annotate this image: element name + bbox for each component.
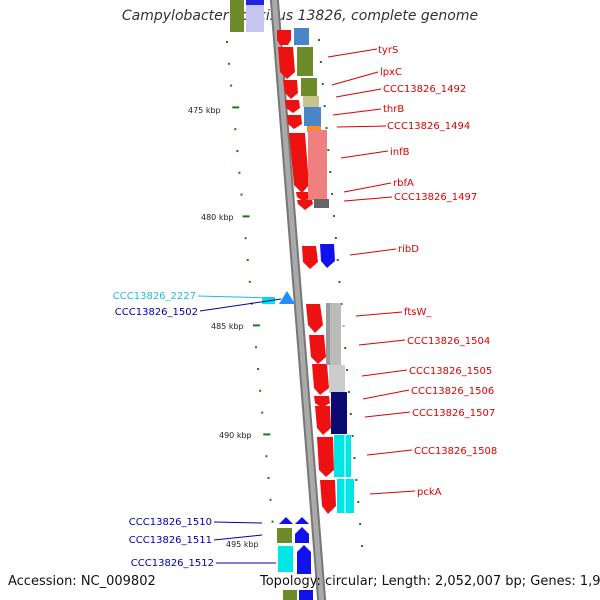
block-1506[interactable] xyxy=(331,392,347,434)
label-tyrS[interactable]: tyrS xyxy=(378,45,398,56)
map-title: Campylobacter concisus 13826, complete g… xyxy=(121,8,479,24)
label-1512[interactable]: CCC13826_1512 xyxy=(131,558,214,569)
gene-arrow-1511-blue[interactable] xyxy=(295,527,309,543)
block-1494-blue[interactable] xyxy=(304,107,321,126)
gene-arrow-ftsW[interactable] xyxy=(306,304,323,333)
label-rbfA[interactable]: rbfA xyxy=(393,178,414,189)
label-2227[interactable]: CCC13826_2227 xyxy=(113,291,196,302)
scale-ticks xyxy=(226,41,274,523)
topology-text: Topology: circular; Length: 2,052,007 bp… xyxy=(260,574,600,589)
gene-arrow-1504[interactable] xyxy=(309,335,326,364)
label-1508[interactable]: CCC13826_1508 xyxy=(414,446,497,457)
gene-arrow-1505[interactable] xyxy=(312,364,329,395)
gene-arrow-1494[interactable] xyxy=(287,115,302,129)
block-1494-orange[interactable] xyxy=(307,126,321,132)
label-lpxC[interactable]: lpxC xyxy=(380,67,402,78)
gene-block-bottom-olive[interactable] xyxy=(283,590,297,600)
block-1508[interactable] xyxy=(334,435,351,477)
scale-label-485: 485 kbp xyxy=(211,322,244,331)
function-blocks-lower xyxy=(326,303,354,513)
label-ftsW[interactable]: ftsW_ xyxy=(404,307,432,318)
gene-cluster-upper xyxy=(277,30,313,210)
gene-block-1511-olive[interactable] xyxy=(277,528,292,543)
label-thrB[interactable]: thrB xyxy=(383,104,404,115)
label-1502[interactable]: CCC13826_1502 xyxy=(115,307,198,318)
gene-cluster-lower xyxy=(306,304,336,514)
gene-arrow-1506[interactable] xyxy=(314,396,330,408)
label-1505[interactable]: CCC13826_1505 xyxy=(409,366,492,377)
gene-arrow-thrB[interactable] xyxy=(285,100,300,113)
genome-backbone xyxy=(269,0,327,600)
gene-arrow-1502[interactable] xyxy=(279,291,295,304)
label-infB[interactable]: infB xyxy=(390,147,410,158)
block-lpxC[interactable] xyxy=(297,47,313,76)
gene-block-bottom-blue[interactable] xyxy=(299,590,313,600)
gene-arrow-1512-blue[interactable] xyxy=(297,545,311,574)
gene-arrow-1492[interactable] xyxy=(283,80,298,99)
gene-arrow-1510-navy[interactable] xyxy=(279,517,293,524)
left-labels: CCC13826_2227 CCC13826_1502 CCC13826_151… xyxy=(113,291,214,569)
gene-arrow-ribD-red[interactable] xyxy=(302,246,318,269)
block-thrB[interactable] xyxy=(303,96,319,107)
gene-arrow-1507[interactable] xyxy=(315,406,331,435)
scale-label-495: 495 kbp xyxy=(226,540,259,549)
gene-arrow-1508[interactable] xyxy=(317,437,334,477)
block-infB[interactable] xyxy=(308,130,327,200)
function-blocks-upper xyxy=(294,28,329,208)
block-ftsW-dark[interactable] xyxy=(326,303,330,365)
label-1497[interactable]: CCC13826_1497 xyxy=(394,192,477,203)
gene-block-blue-top[interactable] xyxy=(246,0,264,5)
gene-block-olive-top[interactable] xyxy=(230,0,244,32)
gene-arrow-rbfA[interactable] xyxy=(296,192,311,202)
gene-arrow-ribD-blue[interactable] xyxy=(320,244,335,268)
gene-arrow-1510-blue[interactable] xyxy=(295,517,309,524)
label-1507[interactable]: CCC13826_1507 xyxy=(412,408,495,419)
block-tyrS[interactable] xyxy=(294,28,309,45)
gene-arrow-infB[interactable] xyxy=(289,133,309,193)
label-1504[interactable]: CCC13826_1504 xyxy=(407,336,490,347)
label-1494[interactable]: CCC13826_1494 xyxy=(387,121,470,132)
block-1497[interactable] xyxy=(314,199,329,208)
gene-block-1512-cyan[interactable] xyxy=(278,546,293,572)
gene-block-lavender-top[interactable] xyxy=(246,0,264,32)
scale-label-475: 475 kbp xyxy=(188,106,221,115)
accession-text: Accession: NC_009802 xyxy=(8,574,156,589)
label-1492[interactable]: CCC13826_1492 xyxy=(383,84,466,95)
label-1511[interactable]: CCC13826_1511 xyxy=(129,535,212,546)
right-labels: tyrS lpxC CCC13826_1492 thrB CCC13826_14… xyxy=(378,45,497,498)
gene-arrow-tyrS[interactable] xyxy=(277,30,291,45)
right-leader-lines xyxy=(327,48,416,495)
label-1510[interactable]: CCC13826_1510 xyxy=(129,517,212,528)
block-1505[interactable] xyxy=(329,365,345,393)
scale-label-480: 480 kbp xyxy=(201,213,234,222)
gene-arrow-lpxC[interactable] xyxy=(278,47,295,79)
label-1506[interactable]: CCC13826_1506 xyxy=(411,386,494,397)
label-pckA[interactable]: pckA xyxy=(417,487,442,498)
label-ribD[interactable]: ribD xyxy=(398,244,419,255)
left-leader-lines xyxy=(197,295,282,564)
gene-arrow-1497[interactable] xyxy=(297,200,313,210)
block-1492[interactable] xyxy=(301,78,317,96)
scale-label-490: 490 kbp xyxy=(219,431,252,440)
gene-arrow-pckA[interactable] xyxy=(320,480,336,514)
